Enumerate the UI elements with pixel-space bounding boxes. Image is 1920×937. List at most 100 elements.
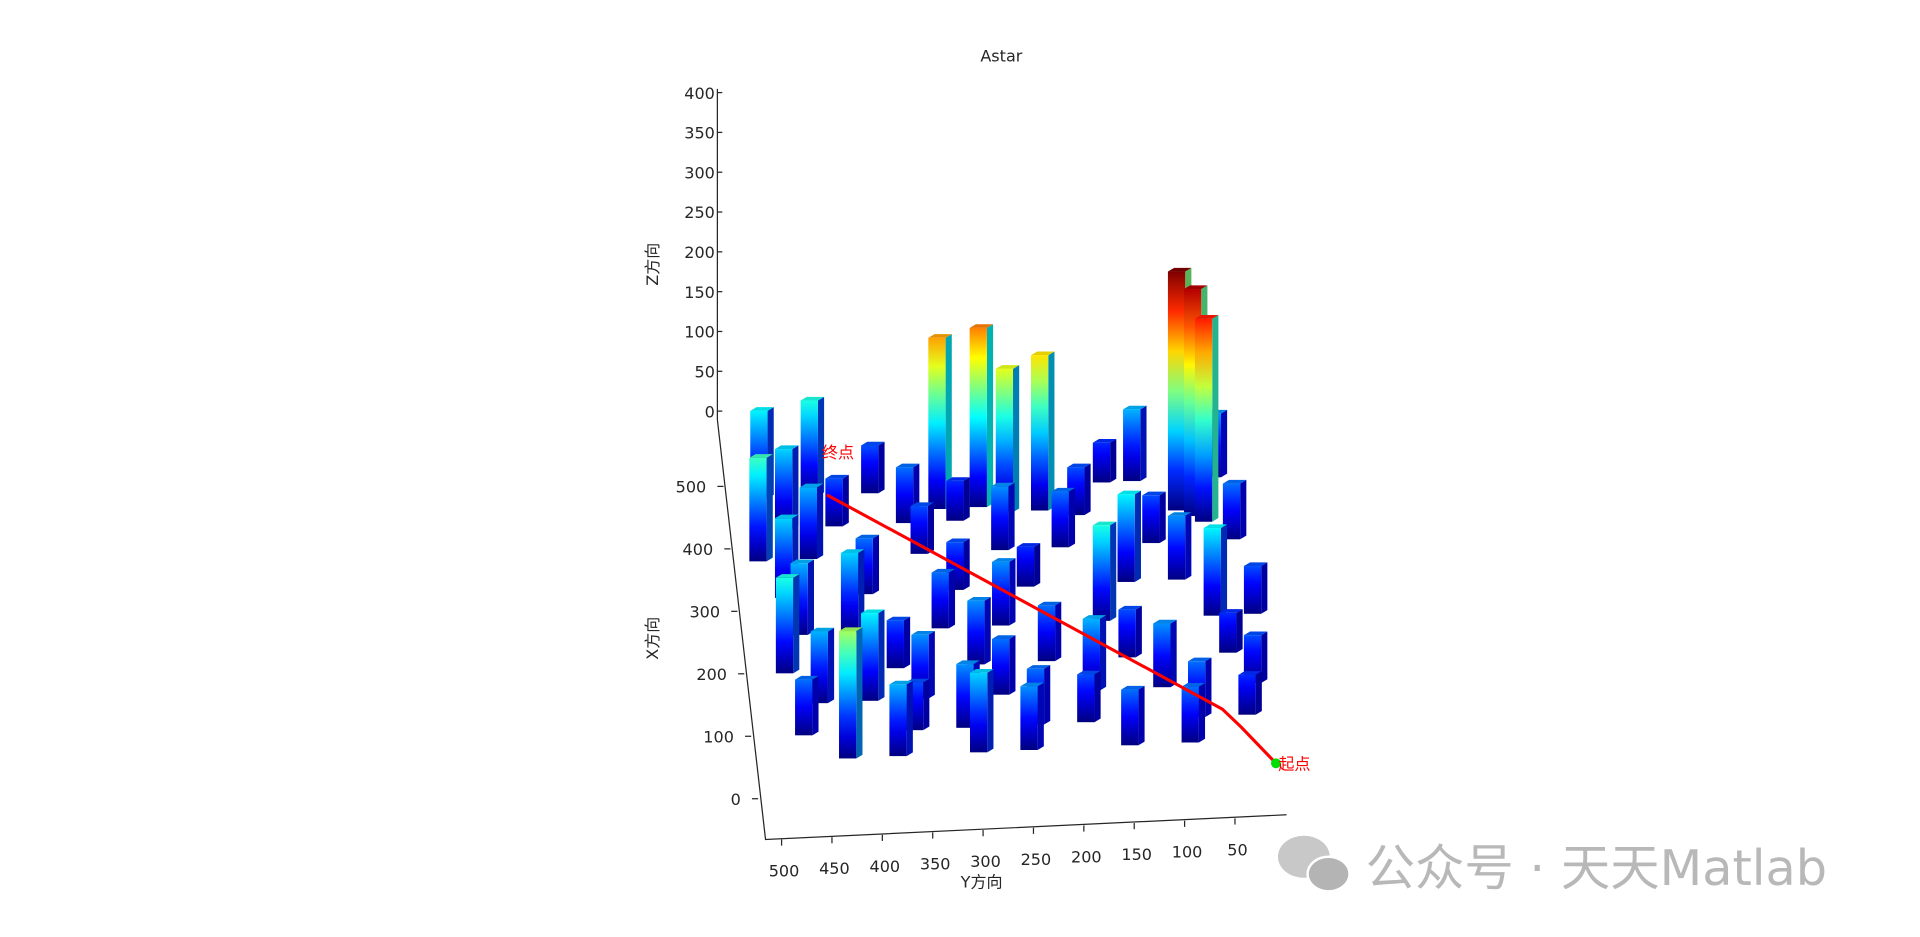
- bar-side: [1236, 609, 1243, 653]
- bar-front: [970, 672, 988, 753]
- bar: [889, 680, 913, 757]
- bar-top: [1037, 601, 1062, 606]
- bar-top: [992, 558, 1016, 562]
- bar-side: [1185, 512, 1192, 580]
- bar-side: [1034, 543, 1041, 587]
- bar-side: [1037, 682, 1044, 750]
- bar-top: [970, 669, 994, 673]
- z-axis-label: Z方向: [643, 243, 662, 286]
- bar: [1243, 562, 1268, 614]
- bar: [861, 441, 885, 494]
- bar-side: [1261, 631, 1268, 683]
- bar-front: [775, 577, 794, 674]
- bar-side: [1009, 558, 1016, 626]
- bar-front: [992, 561, 1010, 626]
- bar-front: [1092, 525, 1111, 621]
- bar-side: [878, 609, 885, 701]
- bar-side: [766, 454, 773, 562]
- x-tick-label: 300: [689, 603, 720, 622]
- bar-top: [969, 324, 994, 328]
- bar-front: [1181, 686, 1199, 743]
- bar-top: [1082, 615, 1107, 619]
- y-tick-label: 500: [769, 862, 800, 881]
- bar: [795, 675, 819, 736]
- bar-front: [800, 400, 818, 497]
- bar-top: [946, 538, 970, 543]
- goal-label: 终点: [822, 443, 854, 462]
- bar-top: [774, 514, 799, 519]
- x-tick-label: 200: [696, 665, 727, 684]
- bar-front: [1238, 674, 1256, 715]
- bar-front: [995, 368, 1014, 513]
- bar-side: [987, 669, 994, 753]
- bar-top: [1153, 619, 1177, 624]
- start-label: 起点: [1278, 754, 1310, 773]
- bar-front: [1194, 318, 1213, 522]
- bar-top: [774, 445, 799, 450]
- y-tick-label: 150: [1121, 845, 1152, 864]
- bar-side: [1099, 615, 1107, 691]
- bar-side: [1140, 405, 1147, 482]
- bar-top: [1077, 670, 1101, 675]
- y-tick-label: 250: [1021, 850, 1052, 869]
- bar: [991, 482, 1015, 551]
- path-line: [826, 493, 1278, 765]
- bar-front: [840, 552, 859, 633]
- y-tick-label: 400: [869, 857, 900, 876]
- bar-front: [1123, 409, 1141, 482]
- bar-top: [1167, 512, 1192, 516]
- bar-side: [923, 678, 930, 731]
- bar-top: [1117, 490, 1141, 495]
- y-tick-label: 300: [970, 852, 1001, 871]
- bar: [1030, 351, 1055, 511]
- bar-front: [1243, 566, 1262, 614]
- bar-front: [1030, 355, 1049, 511]
- bar: [995, 365, 1020, 513]
- bar: [931, 568, 956, 629]
- bar-top: [840, 549, 865, 553]
- y-tick-label: 450: [819, 859, 850, 878]
- bar-front: [1222, 483, 1241, 540]
- bar-top: [1167, 267, 1192, 272]
- bar-front: [1016, 546, 1035, 587]
- bar-side: [1094, 670, 1101, 723]
- bar-side: [1138, 685, 1145, 746]
- bar-top: [1092, 521, 1117, 526]
- bar-front: [1118, 609, 1136, 658]
- bar-top: [1243, 631, 1268, 636]
- bar: [774, 445, 799, 529]
- bar: [799, 483, 824, 560]
- bar-side: [928, 631, 935, 699]
- bar-top: [1026, 665, 1051, 669]
- bar: [1037, 601, 1062, 662]
- bar-top: [1194, 314, 1219, 319]
- bar: [861, 609, 885, 701]
- bar: [1238, 671, 1262, 715]
- bar-side: [1135, 605, 1142, 658]
- bar-side: [812, 675, 819, 736]
- bar: [749, 454, 773, 562]
- bar: [1203, 524, 1228, 616]
- bar: [1153, 619, 1177, 688]
- bar: [1142, 491, 1166, 544]
- bar: [992, 558, 1016, 626]
- bar: [946, 477, 970, 521]
- bar-side: [792, 445, 799, 529]
- bar-side: [927, 502, 934, 554]
- bar-top: [928, 334, 952, 338]
- bar-top: [855, 534, 880, 539]
- y-tick-label: 100: [1172, 843, 1203, 862]
- bar: [839, 627, 863, 759]
- bar-top: [1118, 605, 1142, 610]
- bar: [1243, 631, 1268, 683]
- bar-front: [1167, 515, 1186, 580]
- bar-top: [946, 477, 970, 481]
- bar-side: [856, 627, 863, 759]
- bar-top: [1181, 683, 1206, 687]
- bar: [928, 334, 952, 510]
- bar: [1092, 521, 1117, 621]
- bar-front: [861, 613, 879, 701]
- z-tick-label: 350: [684, 124, 715, 143]
- bar-top: [825, 474, 849, 479]
- bar-top: [1243, 562, 1268, 567]
